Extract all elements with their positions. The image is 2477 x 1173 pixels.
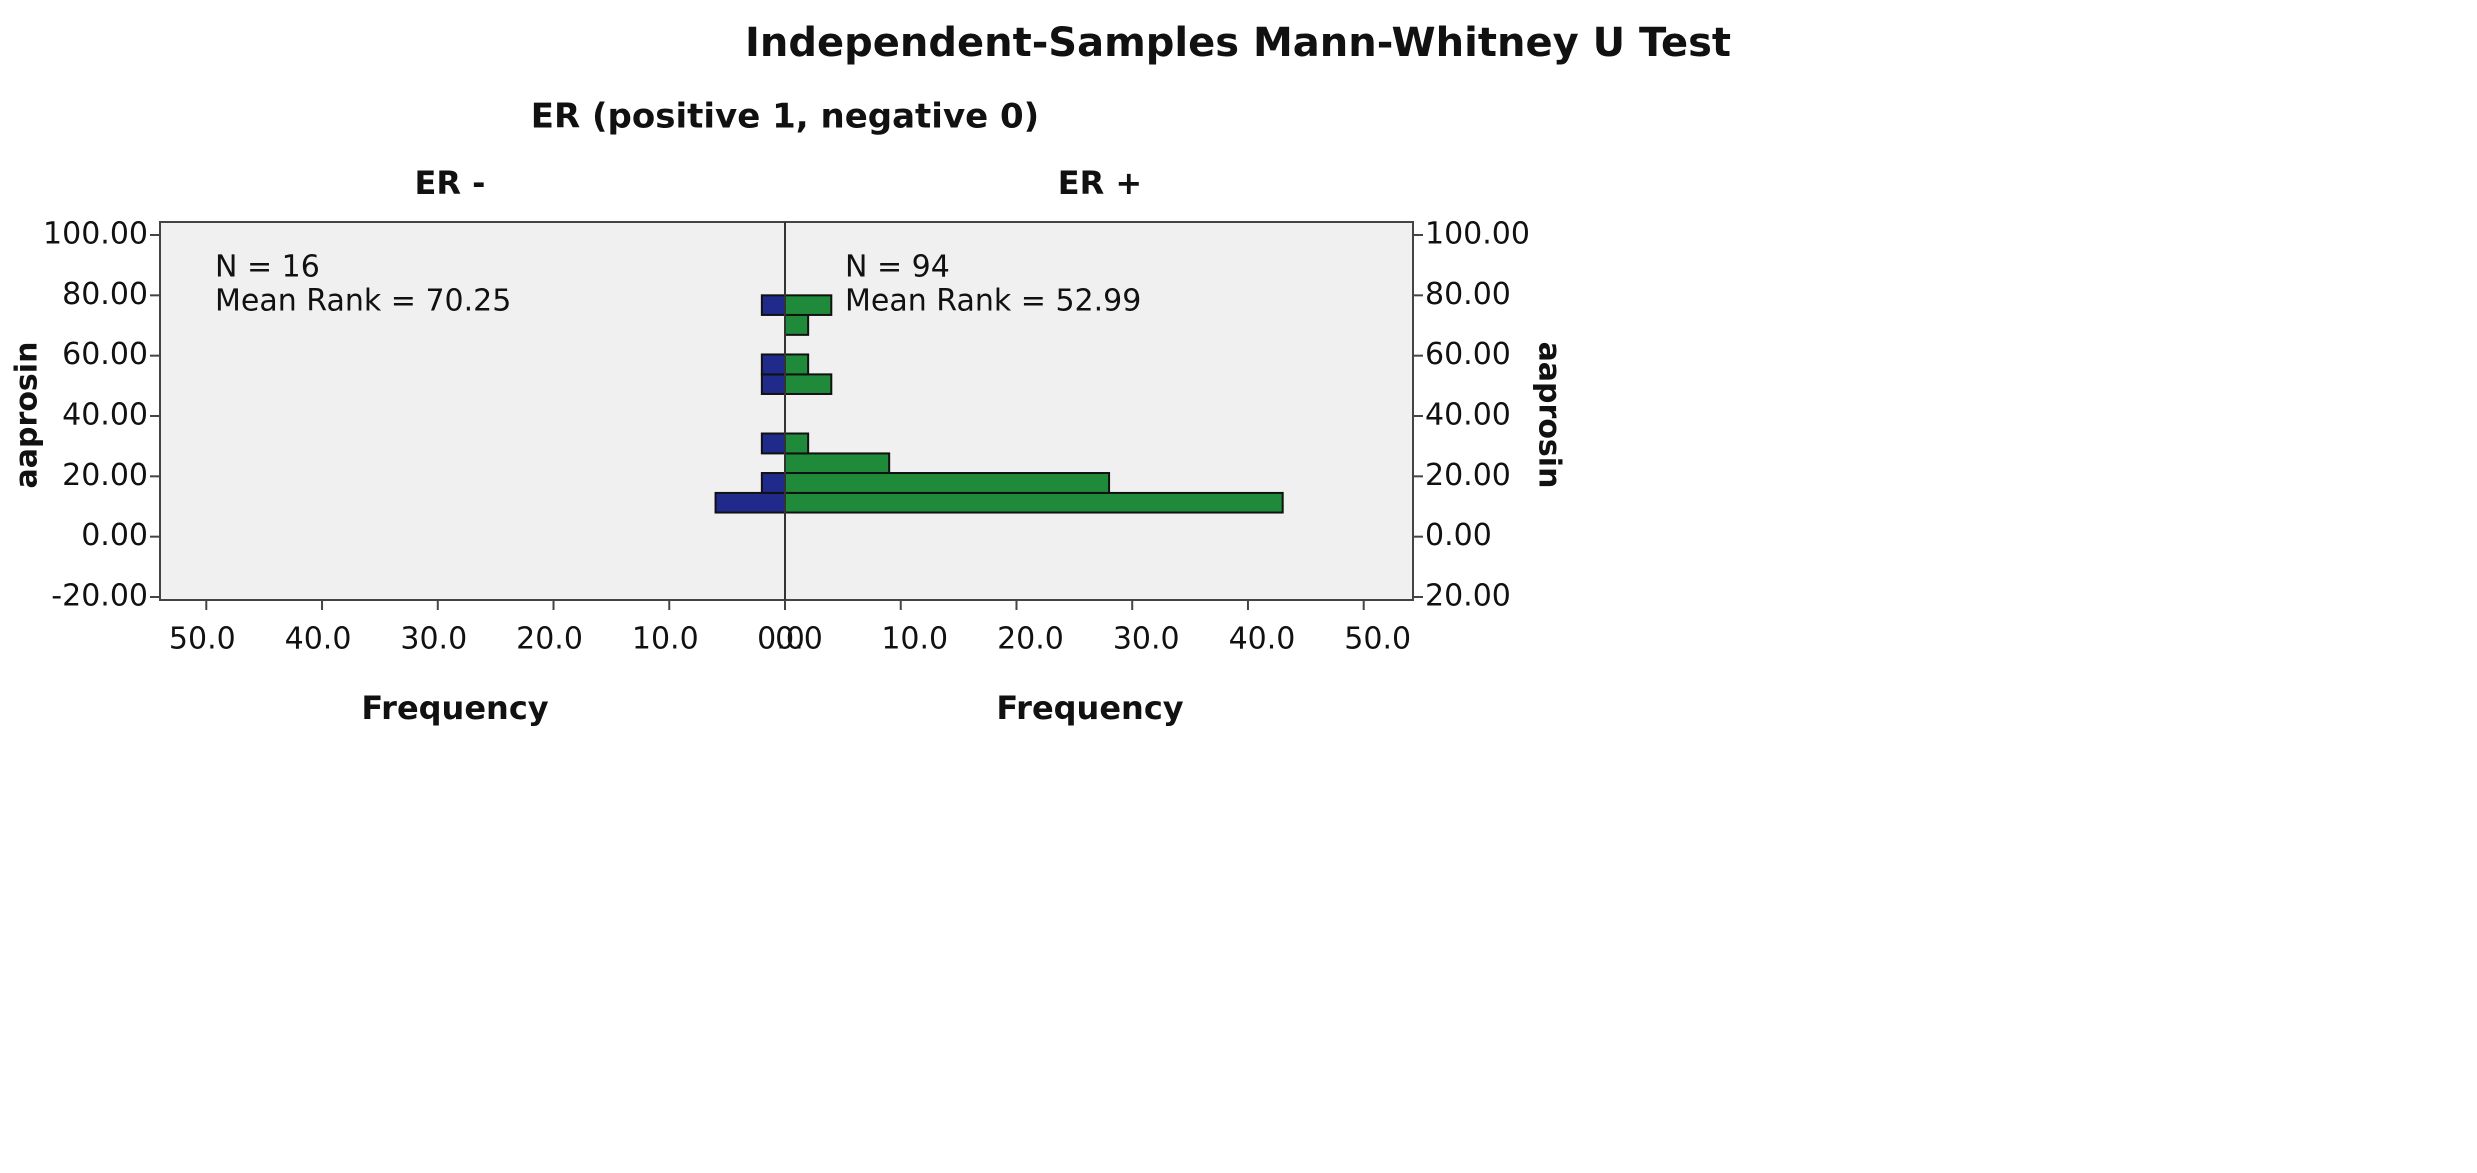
y-tick-label: -20.00 bbox=[51, 579, 148, 614]
y-axis-label: aaprosin bbox=[10, 342, 45, 489]
bar bbox=[784, 353, 810, 376]
y-tick-label: 100.00 bbox=[43, 217, 148, 252]
bar bbox=[714, 491, 786, 514]
y2-tick-label: 80.00 bbox=[1425, 277, 1511, 312]
bar bbox=[784, 373, 833, 395]
y-tick-label: 40.00 bbox=[62, 398, 148, 433]
y2-tick-label: 60.00 bbox=[1425, 337, 1511, 372]
bar bbox=[784, 491, 1284, 514]
y2-tick-label: 100.00 bbox=[1425, 217, 1530, 252]
y2-tick-label: 40.00 bbox=[1425, 398, 1511, 433]
annotation: N = 16 bbox=[215, 250, 320, 285]
chart-subtitle: ER (positive 1, negative 0) bbox=[531, 97, 1039, 137]
plot-area bbox=[159, 221, 1414, 601]
x-tick-label: 50.0 bbox=[1344, 622, 1411, 657]
bar bbox=[784, 432, 810, 455]
y-tick-label: 80.00 bbox=[62, 277, 148, 312]
x-tick-label: 40.0 bbox=[1229, 622, 1296, 657]
bar bbox=[760, 294, 787, 316]
x-tick-label: 50.0 bbox=[169, 622, 236, 657]
x-tick-label: 30.0 bbox=[400, 622, 467, 657]
x-tick-label: 10.0 bbox=[632, 622, 699, 657]
x-tick-label: 20.0 bbox=[516, 622, 583, 657]
x-axis-label: Frequency bbox=[996, 689, 1183, 727]
y-tick-label: 0.00 bbox=[81, 518, 148, 553]
x-tick-label: 0.0 bbox=[775, 622, 823, 657]
x-tick-label: 10.0 bbox=[881, 622, 948, 657]
annotation: Mean Rank = 70.25 bbox=[215, 284, 511, 319]
bar bbox=[760, 472, 787, 494]
y-tick-label: 60.00 bbox=[62, 337, 148, 372]
bar bbox=[760, 373, 787, 395]
panel-title: ER + bbox=[1058, 164, 1142, 202]
bar bbox=[784, 452, 891, 475]
x-tick-label: 0.0 bbox=[757, 622, 805, 657]
y2-tick-label: 20.00 bbox=[1425, 458, 1511, 493]
annotation: N = 94 bbox=[845, 250, 950, 285]
bar bbox=[760, 432, 787, 455]
panel-title: ER - bbox=[415, 164, 486, 202]
y-tick-label: 20.00 bbox=[62, 458, 148, 493]
x-axis-label: Frequency bbox=[361, 689, 548, 727]
y2-tick-label: 0.00 bbox=[1425, 518, 1492, 553]
annotation: Mean Rank = 52.99 bbox=[845, 284, 1141, 319]
bar bbox=[784, 472, 1111, 494]
y2-tick-label: 20.00 bbox=[1425, 579, 1511, 614]
bar bbox=[784, 294, 833, 316]
x-tick-label: 30.0 bbox=[1113, 622, 1180, 657]
bar bbox=[784, 313, 810, 336]
y2-axis-label: aaprosin bbox=[1532, 342, 1567, 489]
x-tick-label: 40.0 bbox=[285, 622, 352, 657]
bar bbox=[760, 353, 787, 376]
x-tick-label: 20.0 bbox=[997, 622, 1064, 657]
chart-title: Independent-Samples Mann-Whitney U Test bbox=[745, 20, 1731, 66]
